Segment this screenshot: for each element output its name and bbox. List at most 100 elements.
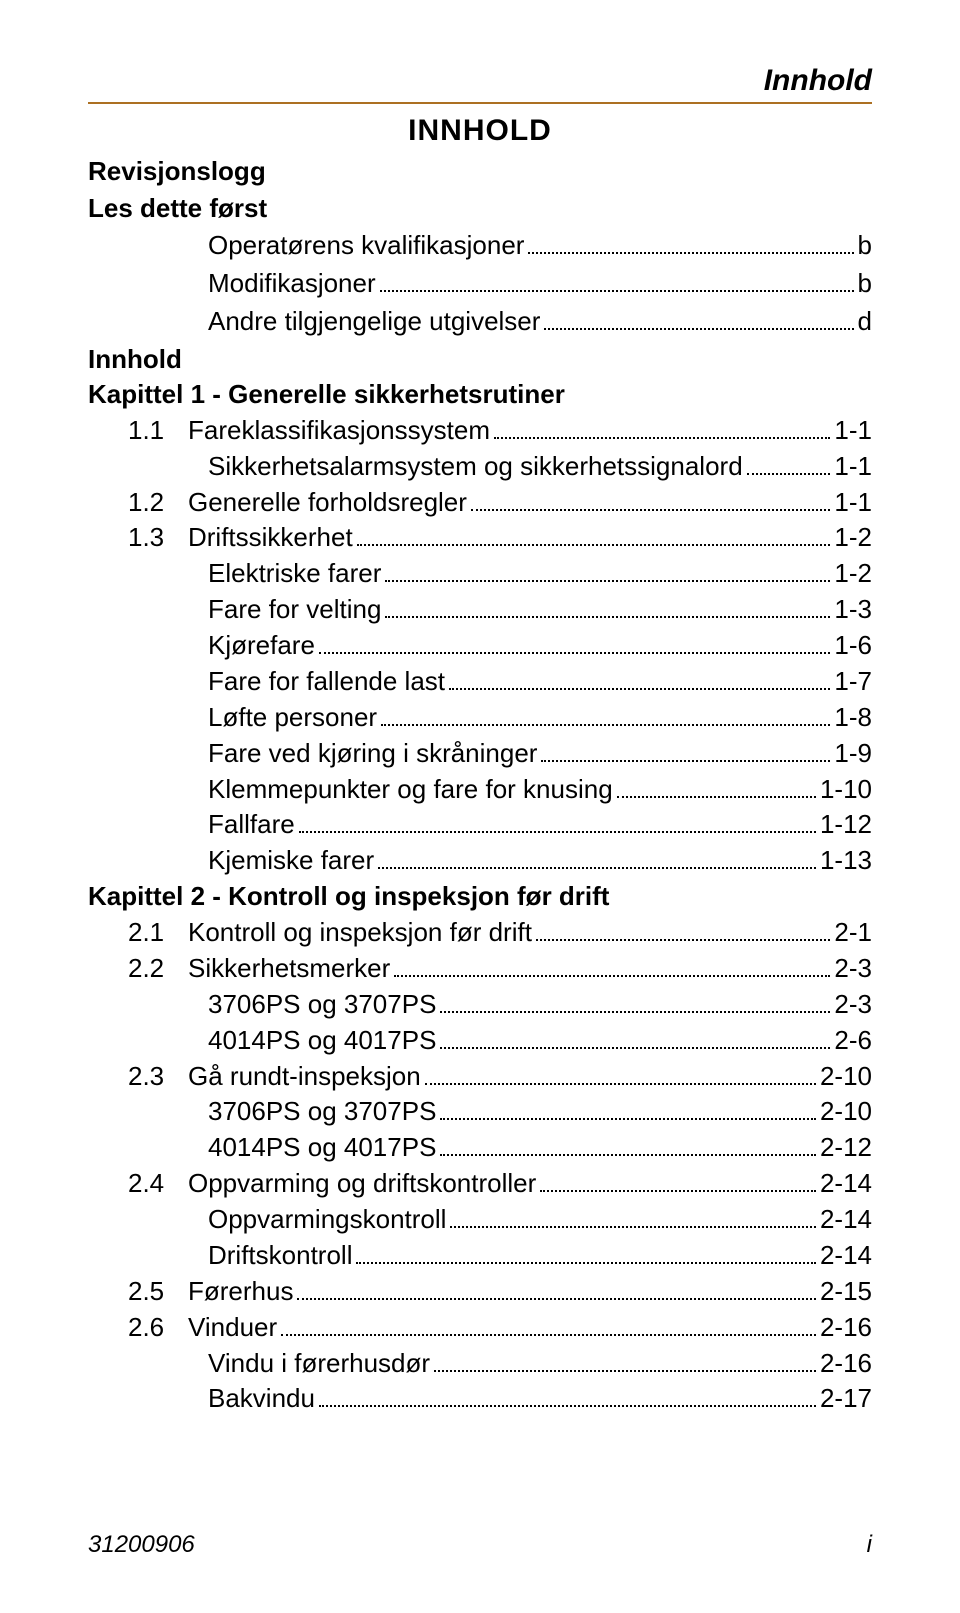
leader-dots xyxy=(449,669,830,690)
toc-page: 2-1 xyxy=(834,915,872,951)
toc-page: 2-6 xyxy=(834,1023,872,1059)
toc-number: 2.6 xyxy=(128,1310,188,1346)
toc-label: Oppvarmingskontroll xyxy=(208,1202,446,1238)
toc-subentry: Fallfare 1-12 xyxy=(88,807,872,843)
toc-page: 2-14 xyxy=(820,1166,872,1202)
toc-label: Fare for velting xyxy=(208,592,381,628)
leader-dots xyxy=(385,561,830,582)
toc-page: 1-3 xyxy=(834,592,872,628)
toc-subentry: Kjørefare1-6 xyxy=(88,628,872,664)
toc-label: 4014PS og 4017PS xyxy=(208,1023,436,1059)
toc-number: 2.2 xyxy=(128,951,188,987)
toc-page: 2-14 xyxy=(820,1202,872,1238)
front-innhold: Innhold xyxy=(88,342,872,377)
toc-label: Andre tilgjengelige utgivelser xyxy=(208,304,540,340)
toc-label: Driftskontroll xyxy=(208,1238,352,1274)
toc-page: 1-1 xyxy=(834,485,872,521)
front-subitem: Andre tilgjengelige utgivelser d xyxy=(88,304,872,340)
toc-page: 1-2 xyxy=(834,520,872,556)
toc-subentry: Vindu i førerhusdør2-16 xyxy=(88,1346,872,1382)
leader-dots xyxy=(440,1028,830,1049)
front-item: Revisjonslogg xyxy=(88,154,872,189)
toc-entry: 2.5Førerhus2-15 xyxy=(88,1274,872,1310)
toc-page: 1-13 xyxy=(820,843,872,879)
toc-page: 1-8 xyxy=(834,700,872,736)
toc-page: b xyxy=(858,228,872,264)
toc-page: 2-14 xyxy=(820,1238,872,1274)
toc-page: 1-1 xyxy=(834,413,872,449)
toc-page: 1-7 xyxy=(834,664,872,700)
toc-entry: 1.3Driftssikkerhet 1-2 xyxy=(88,520,872,556)
front-item: Les dette først xyxy=(88,191,872,226)
toc-label: Vinduer xyxy=(188,1310,277,1346)
toc-subentry: Driftskontroll 2-14 xyxy=(88,1238,872,1274)
toc-label: 3706PS og 3707PS xyxy=(208,987,436,1023)
toc-label: Sikkerhetsmerker xyxy=(188,951,390,987)
toc-number: 2.3 xyxy=(128,1059,188,1095)
footer-left: 31200906 xyxy=(88,1531,195,1559)
toc-label: Modifikasjoner xyxy=(208,266,376,302)
toc-page: 1-9 xyxy=(834,736,872,772)
toc-page: 2-10 xyxy=(820,1059,872,1095)
toc-page: b xyxy=(858,266,872,302)
toc-page: 1-10 xyxy=(820,772,872,808)
toc-subentry: Oppvarmingskontroll 2-14 xyxy=(88,1202,872,1238)
toc-number: 2.1 xyxy=(128,915,188,951)
front-subitem: Operatørens kvalifikasjoner b xyxy=(88,228,872,264)
toc-label: Elektriske farer xyxy=(208,556,381,592)
toc-number: 1.1 xyxy=(128,413,188,449)
toc-number: 2.5 xyxy=(128,1274,188,1310)
toc-subentry: Fare for velting 1-3 xyxy=(88,592,872,628)
toc-page: 2-3 xyxy=(834,987,872,1023)
toc-entry: 1.2Generelle forholdsregler1-1 xyxy=(88,485,872,521)
toc-subentry: Kjemiske farer1-13 xyxy=(88,843,872,879)
toc-page: 1-12 xyxy=(820,807,872,843)
toc-label: Fareklassifikasjonssystem xyxy=(188,413,490,449)
leader-dots xyxy=(425,1064,816,1085)
toc-page: 1-1 xyxy=(834,449,872,485)
leader-dots xyxy=(450,1207,816,1228)
leader-dots xyxy=(380,271,854,292)
toc-label: Generelle forholdsregler xyxy=(188,485,467,521)
leader-dots xyxy=(440,992,830,1013)
leader-dots xyxy=(528,233,853,254)
toc-subentry: Sikkerhetsalarmsystem og sikkerhetssigna… xyxy=(88,449,872,485)
toc-entry: 1.1Fareklassifikasjonssystem 1-1 xyxy=(88,413,872,449)
toc-subentry: Elektriske farer 1-2 xyxy=(88,556,872,592)
toc-label: 3706PS og 3707PS xyxy=(208,1094,436,1130)
toc-entry: 2.6Vinduer2-16 xyxy=(88,1310,872,1346)
toc-page: 1-2 xyxy=(834,556,872,592)
toc-label: Fallfare xyxy=(208,807,295,843)
toc-label: Fare for fallende last xyxy=(208,664,445,700)
chapters-container: Kapittel 1 - Generelle sikkerhetsrutiner… xyxy=(88,377,872,1417)
page: Innhold INNHOLD Revisjonslogg Les dette … xyxy=(0,0,960,1489)
toc-label: Førerhus xyxy=(188,1274,293,1310)
toc-subentry: Fare for fallende last 1-7 xyxy=(88,664,872,700)
toc-page: d xyxy=(858,304,872,340)
leader-dots xyxy=(385,597,830,618)
toc-entry: 2.4Oppvarming og driftskontroller2-14 xyxy=(88,1166,872,1202)
toc-label: Driftssikkerhet xyxy=(188,520,353,556)
toc-number: 1.3 xyxy=(128,520,188,556)
running-header: Innhold xyxy=(88,64,872,98)
toc-label: Løfte personer xyxy=(208,700,377,736)
toc-label: Kontroll og inspeksjon før drift xyxy=(188,915,532,951)
leader-dots xyxy=(394,956,830,977)
toc-label: Fare ved kjøring i skråninger xyxy=(208,736,537,772)
toc-number: 2.4 xyxy=(128,1166,188,1202)
toc-subentry: 3706PS og 3707PS2-10 xyxy=(88,1094,872,1130)
toc-label: Operatørens kvalifikasjoner xyxy=(208,228,524,264)
front-matter: Revisjonslogg Les dette først Operatøren… xyxy=(88,154,872,377)
leader-dots xyxy=(319,633,831,654)
leader-dots xyxy=(440,1100,816,1121)
leader-dots xyxy=(281,1315,816,1336)
toc-entry: 2.1Kontroll og inspeksjon før drift 2-1 xyxy=(88,915,872,951)
leader-dots xyxy=(494,418,830,439)
toc-label: 4014PS og 4017PS xyxy=(208,1130,436,1166)
leader-dots xyxy=(299,813,816,834)
toc-page: 2-12 xyxy=(820,1130,872,1166)
leader-dots xyxy=(319,1387,816,1408)
toc-subentry: Bakvindu2-17 xyxy=(88,1381,872,1417)
toc-page: 1-6 xyxy=(834,628,872,664)
toc-subentry: 4014PS og 4017PS 2-6 xyxy=(88,1023,872,1059)
